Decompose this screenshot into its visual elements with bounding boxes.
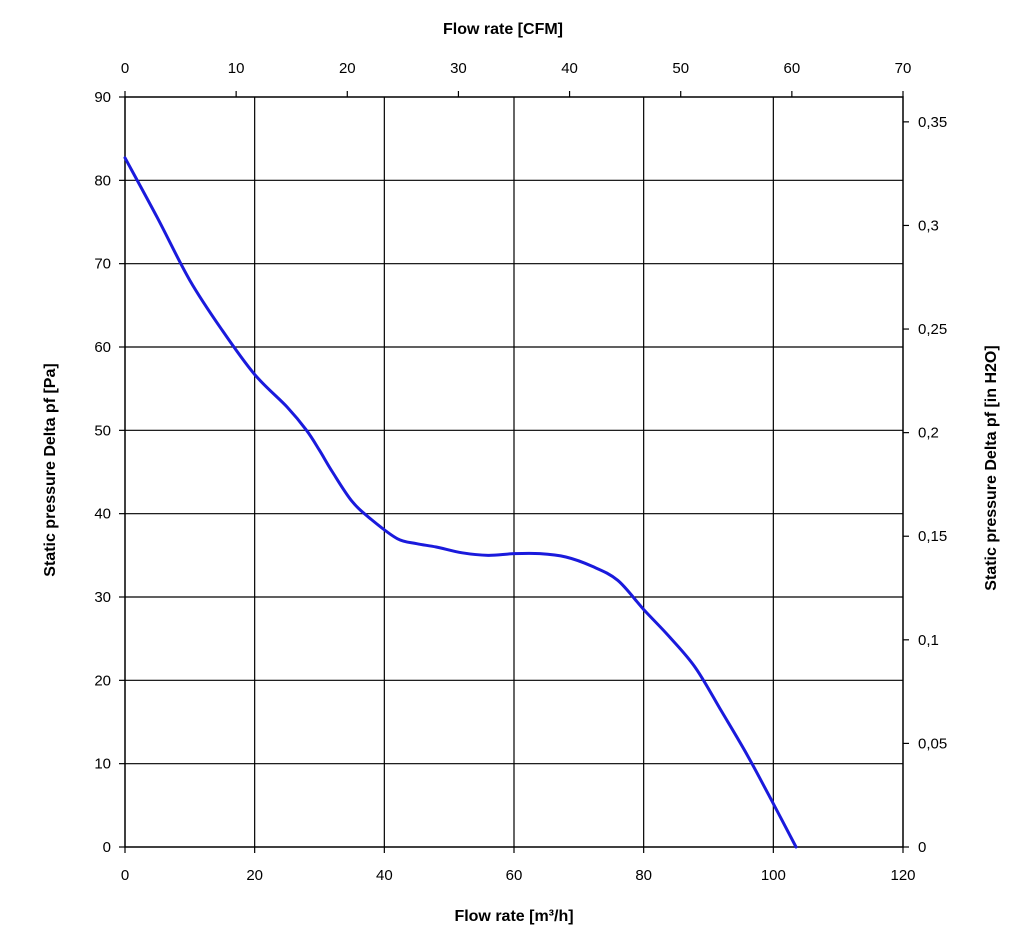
y2-tick-label: 0,15: [918, 528, 947, 545]
x2-tick-label: 70: [895, 60, 912, 77]
y-tick-label: 20: [94, 672, 111, 689]
axis-ticks: [119, 91, 909, 853]
x-axis-title-top: Flow rate [CFM]: [443, 21, 563, 38]
y2-tick-label: 0: [918, 839, 926, 856]
x2-tick-label: 50: [672, 60, 689, 77]
y-tick-label: 70: [94, 256, 111, 273]
x2-tick-label: 20: [339, 60, 356, 77]
x-tick-label: 20: [246, 867, 263, 884]
x2-tick-label: 40: [561, 60, 578, 77]
y-tick-label: 50: [94, 422, 111, 439]
x-tick-label: 0: [121, 867, 129, 884]
x2-tick-label: 60: [784, 60, 801, 77]
series-line-fan-curve: [123, 156, 798, 849]
y2-tick-label: 0,35: [918, 114, 947, 131]
x-tick-label: 120: [890, 867, 915, 884]
y-axis-title-right: Static pressure Delta pf [in H2O]: [983, 345, 1000, 590]
y2-tick-label: 0,2: [918, 425, 939, 442]
y2-tick-label: 0,05: [918, 735, 947, 752]
x-tick-label: 60: [506, 867, 523, 884]
x2-tick-label: 0: [121, 60, 129, 77]
y-tick-label: 40: [94, 506, 111, 523]
x2-tick-label: 10: [228, 60, 245, 77]
y-axis-title-left: Static pressure Delta pf [Pa]: [42, 363, 59, 576]
y-tick-label: 0: [103, 839, 111, 856]
y2-tick-label: 0,3: [918, 217, 939, 234]
x2-tick-label: 30: [450, 60, 467, 77]
y-tick-label: 80: [94, 172, 111, 189]
grid-lines: [125, 97, 903, 847]
y-tick-label: 30: [94, 589, 111, 606]
y-tick-label: 10: [94, 756, 111, 773]
y2-tick-label: 0,25: [918, 321, 947, 338]
x-tick-label: 100: [761, 867, 786, 884]
y-tick-label: 60: [94, 339, 111, 356]
x-axis-title-bottom: Flow rate [m³/h]: [454, 908, 573, 925]
x-tick-label: 80: [635, 867, 652, 884]
x-tick-label: 40: [376, 867, 393, 884]
y2-tick-label: 0,1: [918, 632, 939, 649]
y-tick-label: 90: [94, 89, 111, 106]
